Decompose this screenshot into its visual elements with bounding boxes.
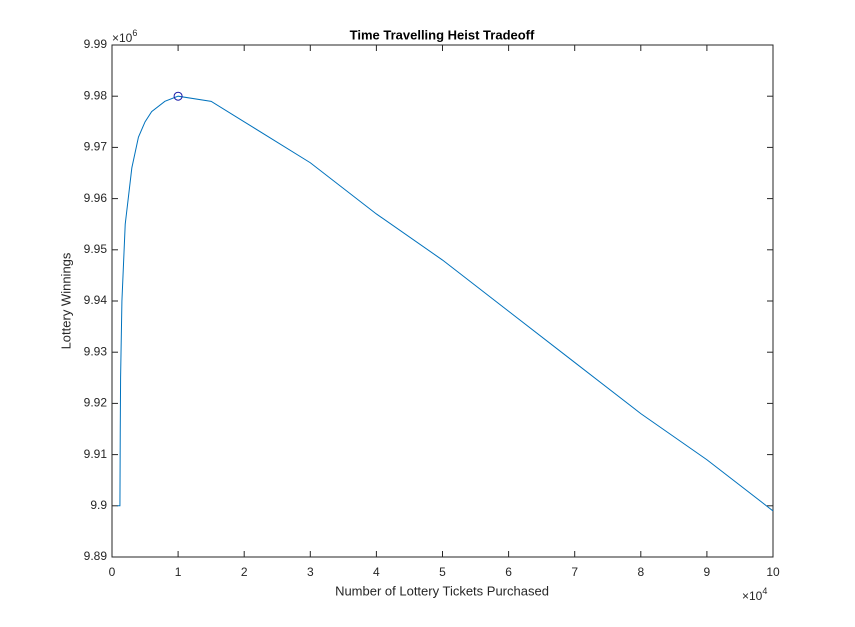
y-axis-label: Lottery Winnings <box>58 252 73 349</box>
x-tick-label: 7 <box>571 565 578 579</box>
x-tick-label: 0 <box>109 565 116 579</box>
y-multiplier: ×106 <box>112 28 137 45</box>
y-multiplier-exponent: 6 <box>132 28 137 38</box>
y-tick-label: 9.95 <box>84 242 108 256</box>
y-tick-label: 9.92 <box>84 396 108 410</box>
y-tick-label: 9.93 <box>84 344 108 358</box>
x-tick-label: 4 <box>373 565 380 579</box>
y-tick-label: 9.97 <box>84 140 108 154</box>
x-axis-label: Number of Lottery Tickets Purchased <box>335 583 549 598</box>
x-tick-label: 9 <box>704 565 711 579</box>
y-tick-label: 9.94 <box>84 293 108 307</box>
x-tick-label: 8 <box>637 565 644 579</box>
x-tick-label: 5 <box>439 565 446 579</box>
y-tick-label: 9.99 <box>84 37 108 51</box>
plot-area <box>111 44 774 558</box>
data-line <box>117 95 774 512</box>
x-tick-label: 1 <box>175 565 182 579</box>
x-tick-label: 3 <box>307 565 314 579</box>
x-multiplier-exponent: 4 <box>762 586 767 596</box>
chart-title: Time Travelling Heist Tradeoff <box>350 27 535 42</box>
y-tick-label: 9.9 <box>90 498 107 512</box>
y-tick-label: 9.91 <box>84 447 108 461</box>
y-tick-label: 9.98 <box>84 88 108 102</box>
x-tick-label: 2 <box>241 565 248 579</box>
y-multiplier-base: ×10 <box>112 31 133 45</box>
x-multiplier: ×104 <box>742 586 767 603</box>
y-tick-label: 9.96 <box>84 191 108 205</box>
y-tick-label: 9.89 <box>84 549 108 563</box>
data-point <box>173 91 183 101</box>
x-tick-label: 6 <box>505 565 512 579</box>
x-multiplier-base: ×10 <box>742 589 763 603</box>
x-tick-label: 10 <box>766 565 780 579</box>
